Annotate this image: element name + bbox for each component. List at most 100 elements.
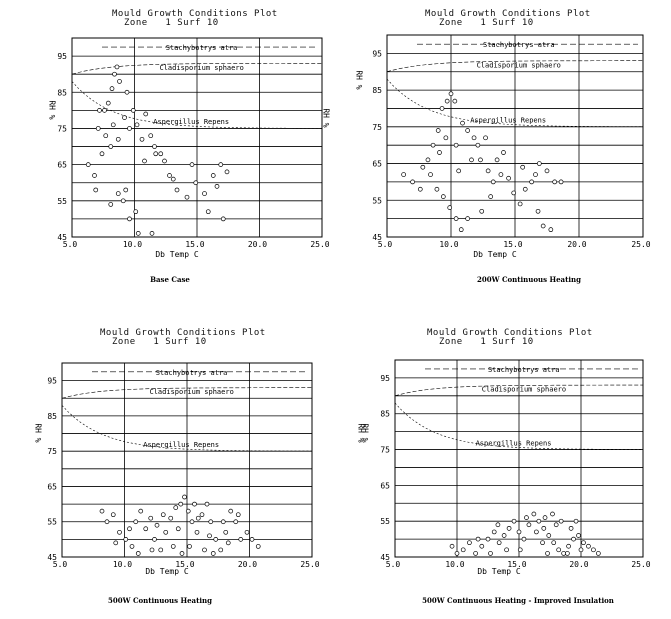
data-point [491,529,497,535]
data-point [420,164,426,170]
data-point [568,525,574,531]
data-point [479,543,485,549]
data-point [103,133,109,139]
data-point [456,168,462,174]
data-point [208,519,214,525]
data-point [517,201,523,207]
y-tick-label: 65 [380,481,390,490]
data-point [189,519,195,525]
data-point [220,519,226,525]
data-point [99,508,105,514]
y-tick-label: 45 [57,233,67,242]
y-axis-label-right: RH % [357,423,366,442]
y-tick-label: 55 [372,196,382,205]
data-point [526,522,532,528]
x-tick-label: 5.0 [53,560,68,569]
x-tick-label: 25.0 [310,240,329,249]
data-point [213,537,219,542]
data-point [202,547,207,553]
chart-panel-2: Mould Growth Conditions Plot Zone 1 Surf… [335,0,671,310]
data-point [249,537,255,542]
data-point [460,547,466,553]
data-point [112,71,117,77]
data-point [233,519,239,525]
data-point [566,543,571,549]
data-point [120,198,126,204]
data-point [521,536,527,542]
data-point [143,526,149,532]
data-point [573,518,579,524]
y-tick-label: 85 [47,412,57,421]
data-point [439,106,445,111]
data-point [218,162,224,167]
data-point [479,208,485,214]
y-axis-label: RH % [355,70,364,89]
y-tick-label: 85 [372,86,382,95]
data-point [504,547,509,553]
data-point [170,544,176,549]
data-point [541,525,547,531]
x-tick-label: 20.0 [248,240,267,249]
curve-label: Stachybotrys atra [156,369,228,377]
curve-label: Aspergillus Repens [153,118,229,126]
data-point [135,231,141,236]
chart-3-caption: 500W Continuous Heating [108,596,212,605]
curve-label: Stachybotrys atra [488,366,560,374]
data-point [152,537,157,542]
curve-label: Aspergillus Repens [143,441,219,449]
data-point [520,164,526,170]
data-point [210,551,216,556]
y-tick-label: 55 [57,197,67,206]
curve-label: Cladisporium sphaero [477,61,561,69]
chart-3-subtitle: Zone 1 Surf 10 [112,337,207,347]
data-point [540,540,545,546]
x-axis-label: Db Temp C [155,250,199,259]
data-point [465,216,470,221]
data-point [139,136,145,142]
data-point [143,111,149,117]
data-point [401,172,406,177]
data-point [490,179,496,185]
data-point [428,172,433,177]
data-point [110,512,116,518]
chart-4-caption: 500W Continuous Heating - Improved Insul… [422,596,614,605]
data-point [109,86,115,92]
data-point [153,151,159,157]
data-point [495,522,501,528]
plot-frame [386,34,644,238]
x-tick-label: 15.0 [503,240,522,249]
cladisporium-curve [61,387,313,399]
data-point [238,537,244,542]
data-point [448,91,454,97]
data-point [430,142,436,148]
x-tick-label: 10.0 [439,240,458,249]
data-point [185,508,191,514]
data-point [207,533,212,539]
data-point [122,115,127,120]
data-point [114,64,120,70]
data-point [174,187,180,193]
data-point [571,536,576,542]
data-point [214,183,220,189]
data-point [225,540,231,546]
data-point [488,551,493,556]
data-point [127,216,132,222]
data-point [586,543,591,549]
curve-label: Aspergillus Repens [470,116,546,124]
aspergillus-curve [386,78,644,128]
y-tick-label: 65 [372,160,382,169]
data-point [173,505,179,510]
data-point [535,208,541,214]
data-point [565,551,570,556]
curve-label: Stachybotrys atra [166,44,238,52]
data-point [148,133,154,139]
data-point [93,187,99,193]
data-point [127,126,132,131]
data-point [192,501,197,507]
chart-1-plot: 95 85 75 65 55 455.0 10.0 15.0 20.0 25.0 Db Temp C… [48,37,331,259]
data-point [115,136,121,142]
data-point [488,194,494,199]
y-tick-label: 95 [380,374,390,383]
data-point [85,162,91,167]
chart-2-title: Mould Growth Conditions Plot [425,9,591,19]
